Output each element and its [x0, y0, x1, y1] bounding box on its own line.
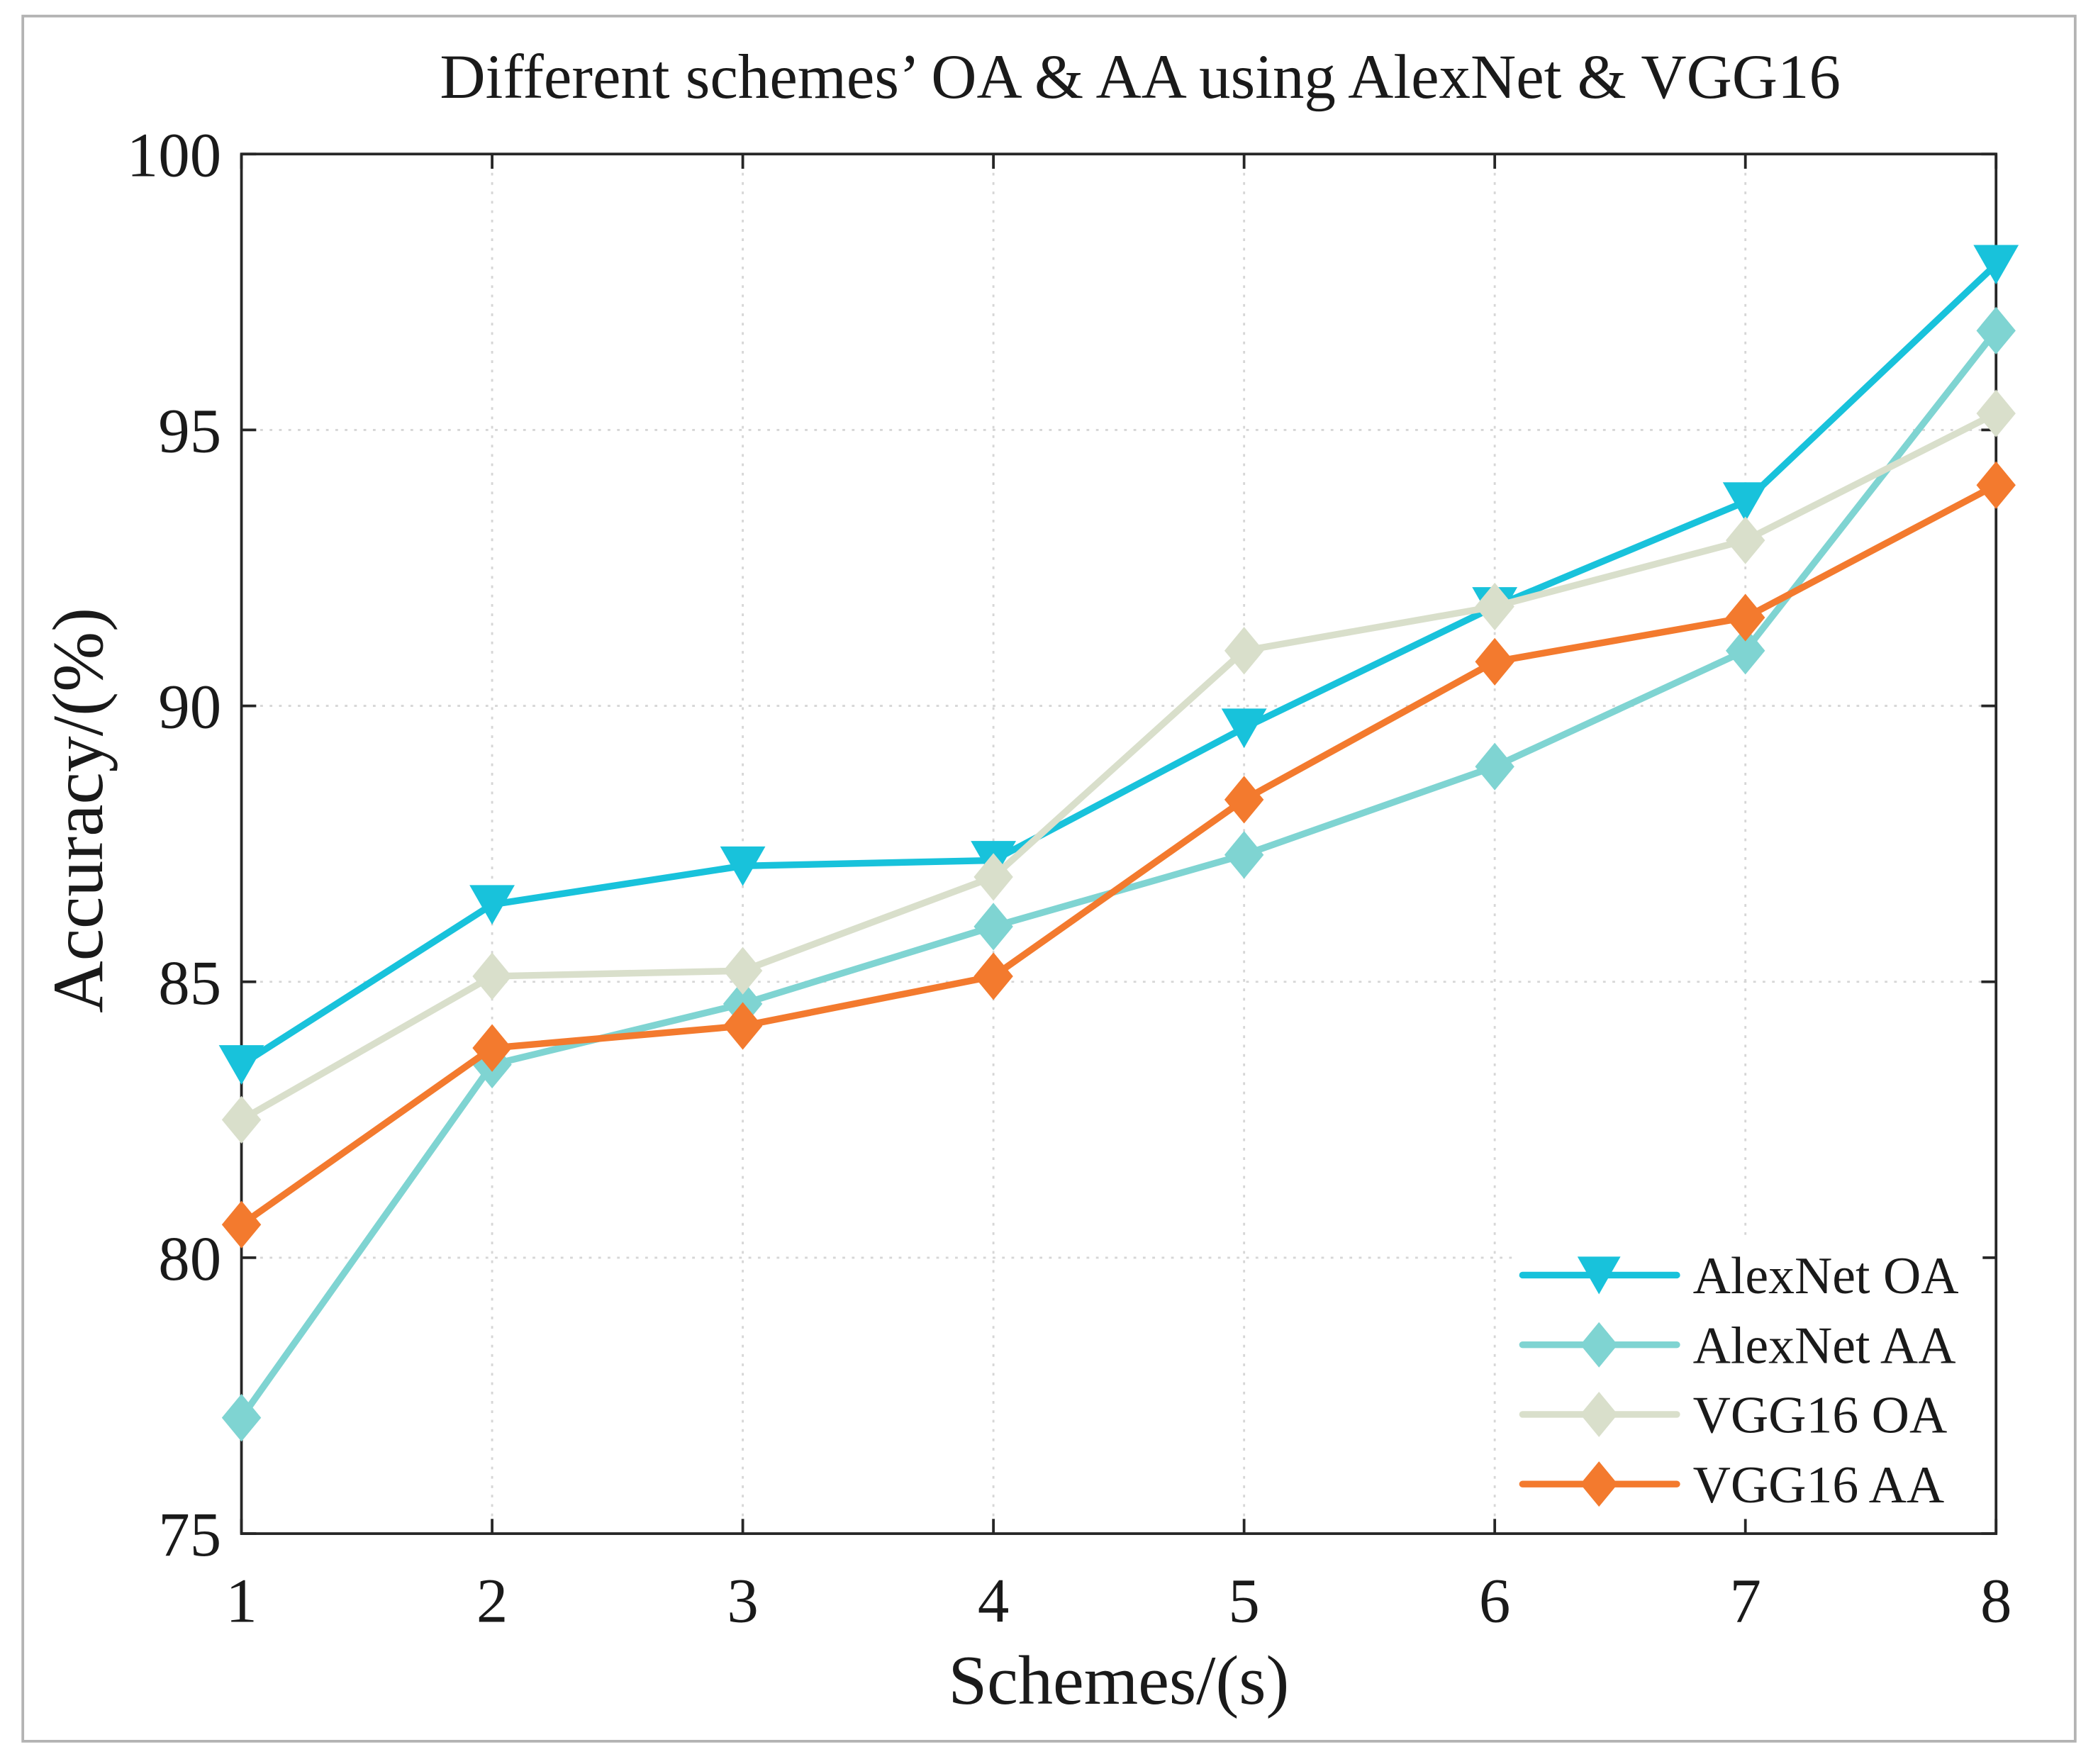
- y-tick-label: 80: [158, 1224, 221, 1294]
- data-point-vgg16-aa: [1976, 461, 2016, 509]
- x-axis-label: Schemes/(s): [948, 1642, 1289, 1719]
- series-line-vgg16-aa: [238, 481, 1999, 1228]
- legend-marker: [1580, 1461, 1618, 1507]
- legend-label: AlexNet AA: [1693, 1317, 1956, 1375]
- data-series: [218, 245, 2019, 1442]
- data-point-alexnet-aa: [973, 903, 1013, 951]
- x-tick-label: 3: [727, 1567, 758, 1636]
- legend-marker: [1580, 1391, 1618, 1437]
- data-point-vgg16-oa: [1725, 516, 1765, 564]
- data-point-vgg16-oa: [1976, 389, 2016, 437]
- y-tick-label: 95: [158, 397, 221, 467]
- data-point-vgg16-aa: [472, 1024, 512, 1072]
- data-point-alexnet-aa: [1725, 627, 1765, 675]
- data-point-vgg16-oa: [472, 952, 512, 1000]
- x-tick-label: 4: [978, 1567, 1009, 1636]
- data-point-alexnet-oa: [1973, 245, 2019, 285]
- data-point-alexnet-oa: [1221, 708, 1267, 749]
- series-line-vgg16-oa: [238, 410, 1999, 1124]
- data-point-alexnet-oa: [469, 885, 515, 925]
- legend-entry-vgg16-aa: VGG16 AA: [1519, 1456, 1945, 1514]
- x-tick-label: 5: [1228, 1567, 1259, 1636]
- y-tick-label: 90: [158, 673, 221, 742]
- series-line-alexnet-oa: [238, 261, 1999, 1068]
- legend-label: VGG16 OA: [1693, 1386, 1948, 1444]
- tick-marks: [240, 152, 1998, 1535]
- data-point-vgg16-oa: [221, 1095, 262, 1144]
- data-point-vgg16-oa: [973, 853, 1013, 901]
- x-tick-label: 8: [1980, 1567, 2011, 1636]
- data-point-alexnet-aa: [221, 1394, 262, 1442]
- data-point-alexnet-oa: [1722, 482, 1768, 522]
- y-tick-labels: 75 80 85 90 95 100: [127, 121, 221, 1570]
- legend-marker: [1580, 1322, 1618, 1368]
- legend-marker: [1577, 1256, 1621, 1295]
- legend-entry-alexnet-oa: AlexNet OA: [1519, 1246, 1959, 1305]
- data-point-vgg16-aa: [722, 1002, 763, 1050]
- legend-entry-alexnet-aa: AlexNet AA: [1519, 1317, 1956, 1375]
- data-point-vgg16-oa: [1224, 627, 1264, 675]
- data-point-vgg16-aa: [1224, 776, 1264, 824]
- data-point-alexnet-aa: [1224, 831, 1264, 879]
- data-point-alexnet-aa: [1475, 742, 1514, 791]
- y-tick-label: 100: [127, 121, 221, 190]
- data-point-alexnet-oa: [720, 846, 766, 886]
- x-tick-label: 6: [1479, 1567, 1510, 1636]
- series-vgg16-aa: [221, 461, 2016, 1249]
- data-point-vgg16-aa: [221, 1200, 262, 1249]
- data-point-alexnet-oa: [218, 1045, 264, 1085]
- data-point-vgg16-aa: [1475, 637, 1514, 686]
- data-point-vgg16-oa: [1475, 582, 1514, 631]
- y-tick-label: 85: [158, 949, 221, 1018]
- x-tick-labels: 1 2 3 4 5 6 7 8: [225, 1567, 2011, 1636]
- legend: AlexNet OA AlexNet AA VGG16 OA VGG16 AA: [1513, 1234, 1983, 1519]
- x-tick-label: 2: [476, 1567, 508, 1636]
- data-point-vgg16-oa: [722, 947, 763, 995]
- x-tick-label: 7: [1729, 1567, 1761, 1636]
- data-point-vgg16-aa: [1725, 593, 1765, 642]
- data-point-vgg16-aa: [973, 952, 1013, 1000]
- legend-label: AlexNet OA: [1693, 1246, 1959, 1305]
- legend-label: VGG16 AA: [1693, 1456, 1945, 1514]
- series-vgg16-oa: [221, 389, 2016, 1144]
- chart-title: Different schemes’ OA & AA using AlexNet…: [440, 43, 1841, 112]
- legend-entry-vgg16-oa: VGG16 OA: [1519, 1386, 1948, 1444]
- data-point-alexnet-aa: [1976, 306, 2016, 355]
- y-tick-label: 75: [158, 1500, 221, 1570]
- y-axis-label: Accuracy/(%): [38, 608, 118, 1013]
- x-tick-label: 1: [225, 1567, 257, 1636]
- plot-area: [240, 152, 1998, 1535]
